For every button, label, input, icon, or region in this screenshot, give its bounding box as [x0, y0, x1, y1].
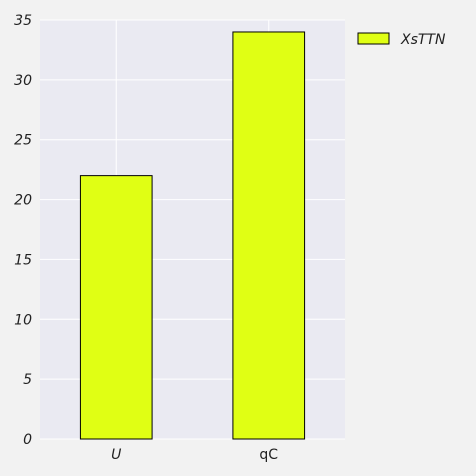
x-tick-label: U — [111, 447, 121, 463]
y-tick-label: 30 — [14, 73, 32, 89]
x-tick-label: qC — [259, 447, 278, 463]
y-tick-label: 10 — [14, 312, 32, 328]
y-tick-label: 0 — [23, 432, 32, 448]
bars — [79, 31, 306, 440]
y-tick-label: 5 — [23, 372, 32, 388]
y-tick-label: 20 — [14, 193, 32, 209]
y-axis-ticks: 0 5 10 15 20 25 30 35 — [14, 13, 32, 448]
legend-swatch — [357, 32, 390, 45]
y-tick-label: 15 — [14, 252, 32, 268]
y-tick-label: 25 — [14, 133, 32, 149]
y-tick-label: 35 — [14, 13, 32, 29]
bar-U — [79, 175, 153, 440]
legend-label: XsTTN — [400, 32, 446, 48]
bar-qC — [232, 31, 306, 440]
legend[interactable]: XsTTN — [357, 32, 446, 48]
